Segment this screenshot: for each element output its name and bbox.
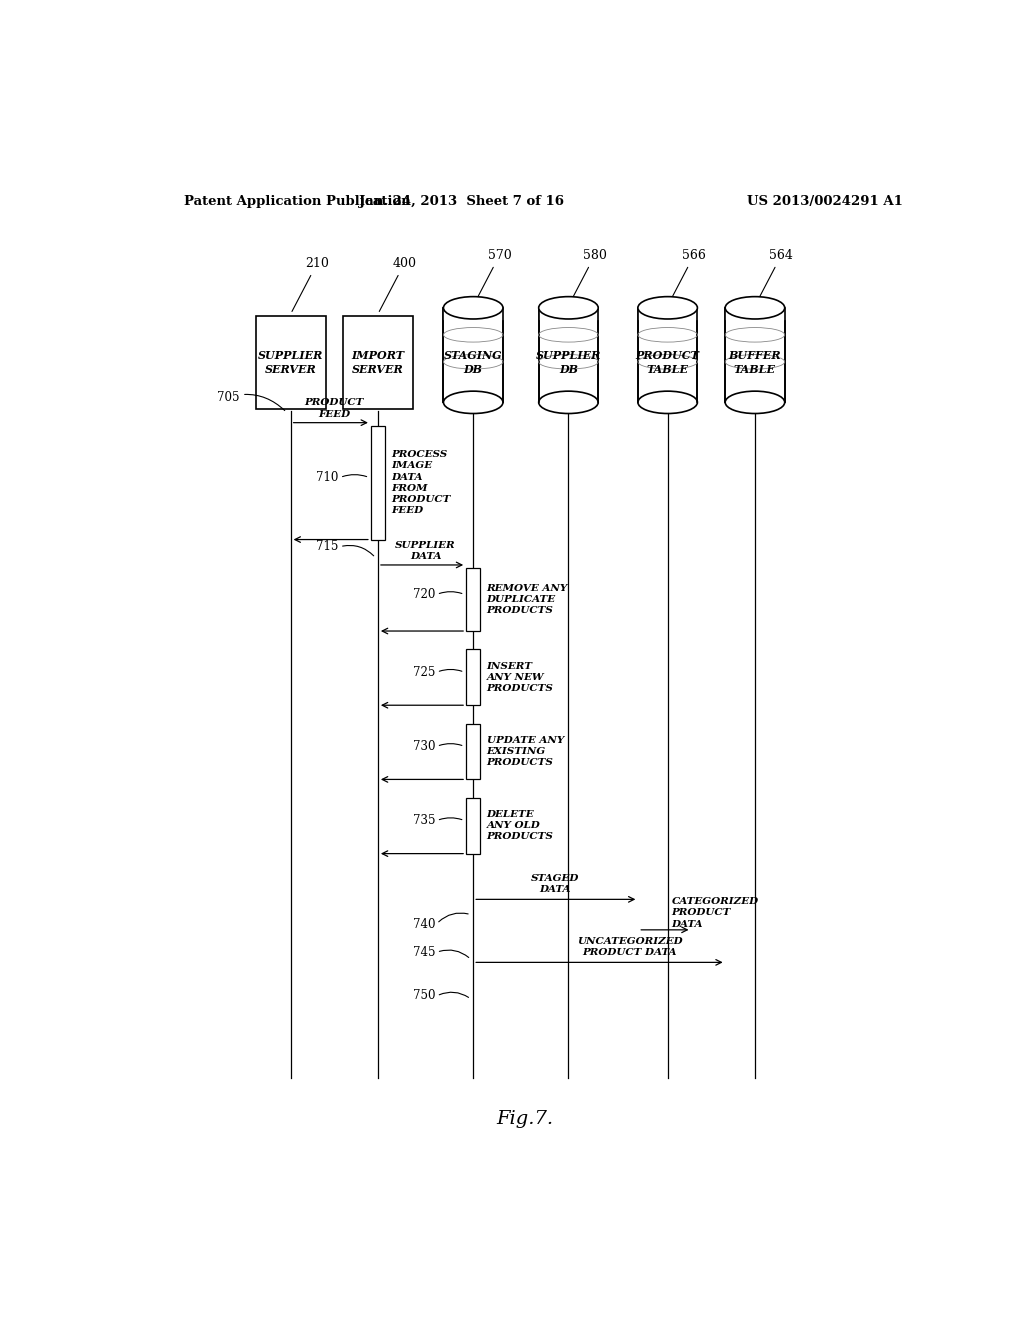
FancyBboxPatch shape — [466, 568, 480, 631]
Text: 715: 715 — [316, 540, 338, 553]
Text: 750: 750 — [413, 990, 435, 1002]
Text: Fig.7.: Fig.7. — [497, 1110, 553, 1127]
Polygon shape — [539, 308, 598, 403]
Text: INSERT
ANY NEW
PRODUCTS: INSERT ANY NEW PRODUCTS — [486, 661, 554, 693]
Text: 566: 566 — [669, 249, 706, 304]
Ellipse shape — [539, 297, 598, 319]
Polygon shape — [725, 308, 784, 403]
Text: US 2013/0024291 A1: US 2013/0024291 A1 — [748, 194, 903, 207]
Text: 730: 730 — [413, 741, 435, 752]
Text: 400: 400 — [379, 257, 417, 312]
Ellipse shape — [638, 391, 697, 413]
FancyBboxPatch shape — [371, 426, 385, 540]
Text: DELETE
ANY OLD
PRODUCTS: DELETE ANY OLD PRODUCTS — [486, 810, 554, 841]
Text: REMOVE ANY
DUPLICATE
PRODUCTS: REMOVE ANY DUPLICATE PRODUCTS — [486, 583, 568, 615]
Text: 580: 580 — [569, 249, 606, 304]
Text: IMPORT
SERVER: IMPORT SERVER — [351, 350, 404, 375]
Polygon shape — [539, 297, 598, 319]
Ellipse shape — [638, 297, 697, 319]
Text: SUPPLIER
DB: SUPPLIER DB — [536, 350, 601, 375]
FancyBboxPatch shape — [466, 723, 480, 779]
Text: Patent Application Publication: Patent Application Publication — [183, 194, 411, 207]
Ellipse shape — [443, 391, 503, 413]
Polygon shape — [725, 297, 784, 319]
Polygon shape — [443, 297, 503, 319]
Text: 740: 740 — [413, 919, 435, 932]
Text: 745: 745 — [413, 945, 435, 958]
Text: 705: 705 — [217, 391, 285, 411]
Text: UPDATE ANY
EXISTING
PRODUCTS: UPDATE ANY EXISTING PRODUCTS — [486, 735, 564, 767]
Text: PRODUCT
TABLE: PRODUCT TABLE — [636, 350, 699, 375]
Text: 725: 725 — [413, 665, 435, 678]
Text: BUFFER
TABLE: BUFFER TABLE — [729, 350, 781, 375]
Ellipse shape — [539, 391, 598, 413]
Text: 720: 720 — [413, 587, 435, 601]
Polygon shape — [443, 308, 503, 403]
Text: PROCESS
IMAGE
DATA
FROM
PRODUCT
FEED: PROCESS IMAGE DATA FROM PRODUCT FEED — [391, 450, 451, 515]
Text: SUPPLIER
SERVER: SUPPLIER SERVER — [258, 350, 324, 375]
FancyBboxPatch shape — [343, 315, 413, 409]
Text: CATEGORIZED
PRODUCT
DATA: CATEGORIZED PRODUCT DATA — [672, 898, 759, 928]
Text: 710: 710 — [316, 471, 338, 484]
FancyBboxPatch shape — [466, 649, 480, 705]
Ellipse shape — [725, 297, 784, 319]
Text: 570: 570 — [474, 249, 511, 304]
FancyBboxPatch shape — [466, 797, 480, 854]
Ellipse shape — [443, 297, 503, 319]
Text: UNCATEGORIZED
PRODUCT DATA: UNCATEGORIZED PRODUCT DATA — [578, 937, 683, 957]
Text: PRODUCT
FEED: PRODUCT FEED — [305, 399, 364, 418]
Polygon shape — [638, 297, 697, 319]
Polygon shape — [638, 308, 697, 403]
Text: STAGING
DB: STAGING DB — [443, 350, 503, 375]
Text: 564: 564 — [757, 249, 794, 304]
Text: 735: 735 — [413, 814, 435, 828]
Text: 210: 210 — [292, 257, 329, 312]
Ellipse shape — [725, 391, 784, 413]
Text: Jan. 24, 2013  Sheet 7 of 16: Jan. 24, 2013 Sheet 7 of 16 — [358, 194, 564, 207]
Text: STAGED
DATA: STAGED DATA — [530, 874, 579, 894]
Text: SUPPLIER
DATA: SUPPLIER DATA — [395, 541, 456, 561]
FancyBboxPatch shape — [256, 315, 326, 409]
